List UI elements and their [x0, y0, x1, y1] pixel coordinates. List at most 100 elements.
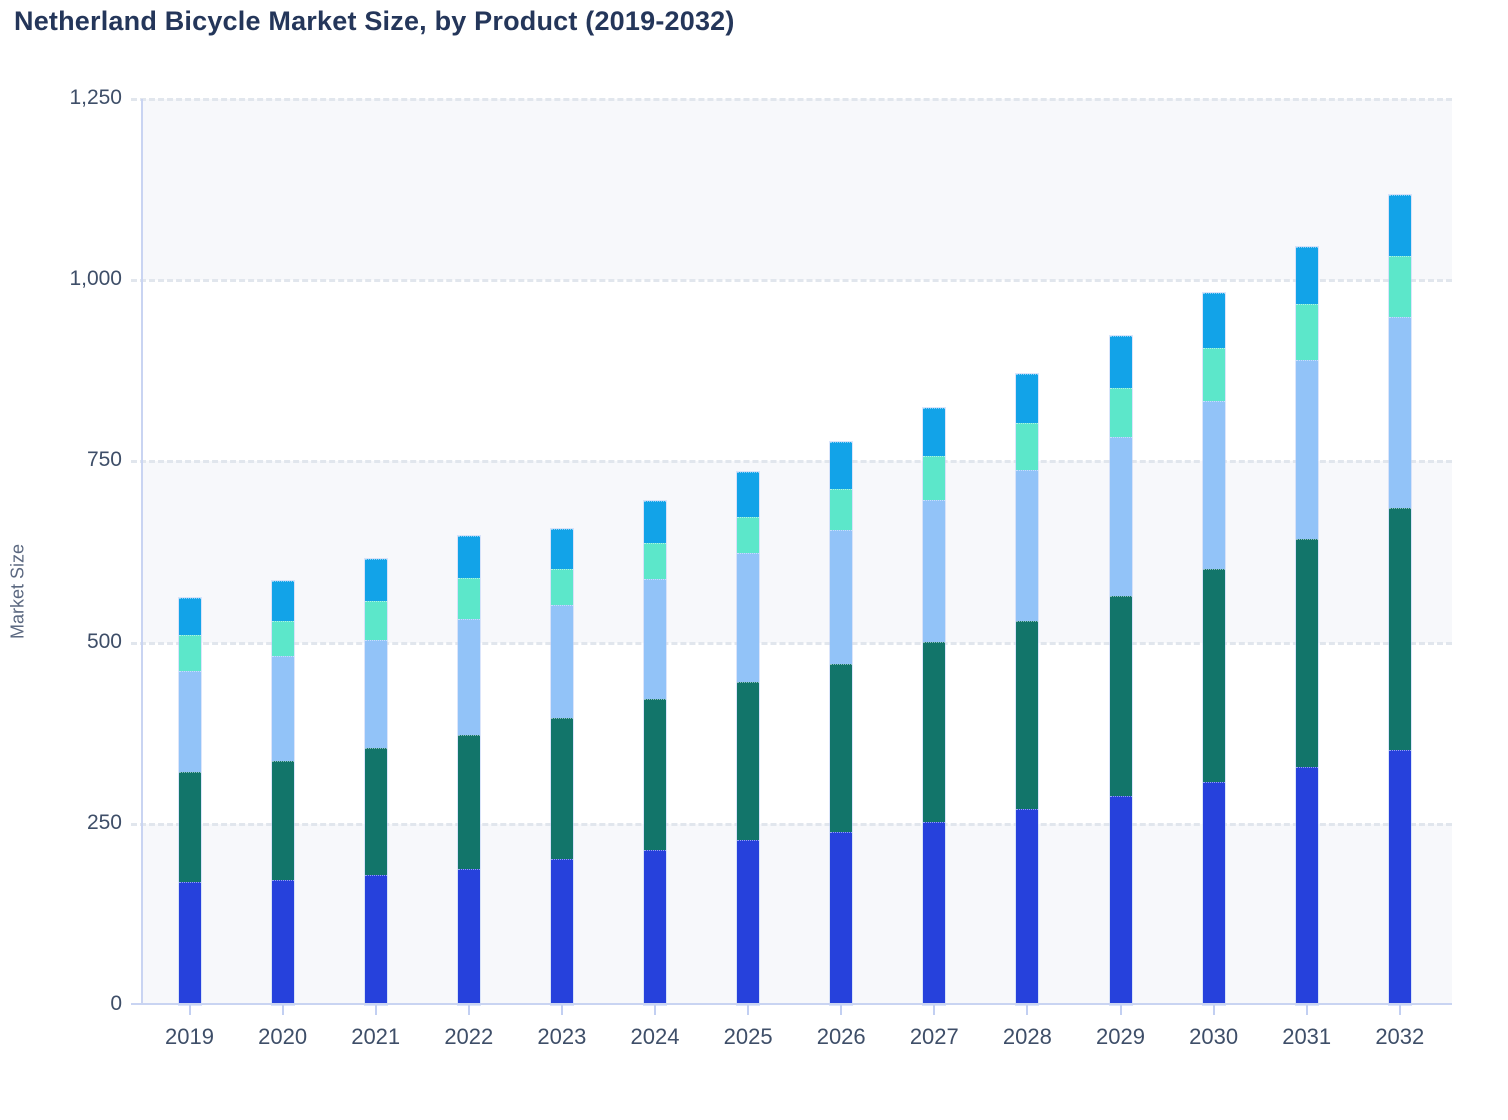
bar-segment-segment-1-royal-blue[interactable]	[178, 881, 201, 1005]
bar-segment-segment-3-light-blue[interactable]	[271, 655, 294, 762]
bar-segment-segment-1-royal-blue[interactable]	[1295, 767, 1318, 1005]
x-tick-label-2025: 2025	[723, 1024, 773, 1049]
bar-segment-segment-3-light-blue[interactable]	[1295, 359, 1318, 539]
bar-segment-segment-2-teal[interactable]	[457, 735, 480, 870]
bar-2029[interactable]	[1108, 335, 1133, 1006]
bar-segment-segment-2-teal[interactable]	[1016, 620, 1039, 809]
bar-2021[interactable]	[363, 558, 388, 1006]
bar-segment-segment-3-light-blue[interactable]	[550, 604, 573, 718]
bar-2032[interactable]	[1387, 194, 1412, 1006]
bar-segment-segment-4-mint[interactable]	[457, 578, 480, 619]
bar-segment-segment-2-teal[interactable]	[271, 761, 294, 880]
bar-segment-segment-1-royal-blue[interactable]	[550, 859, 573, 1005]
plot-band	[143, 461, 1452, 643]
x-tick-mark-2023	[560, 1005, 563, 1015]
bar-segment-segment-4-mint[interactable]	[644, 542, 666, 579]
bar-segment-segment-3-light-blue[interactable]	[830, 529, 853, 665]
bar-segment-segment-3-light-blue[interactable]	[923, 499, 946, 642]
bar-segment-segment-2-teal[interactable]	[1109, 595, 1132, 796]
bar-2028[interactable]	[1015, 373, 1040, 1006]
x-tick-label-2030: 2030	[1189, 1024, 1239, 1049]
x-tick-label-2031: 2031	[1282, 1024, 1332, 1049]
x-tick-label-2021: 2021	[351, 1024, 401, 1049]
bar-segment-segment-3-light-blue[interactable]	[1388, 317, 1411, 508]
bar-2024[interactable]	[643, 499, 667, 1007]
bar-segment-segment-4-mint[interactable]	[178, 635, 201, 671]
bar-segment-segment-2-teal[interactable]	[644, 699, 666, 850]
bar-segment-segment-4-mint[interactable]	[1016, 423, 1039, 471]
bar-segment-segment-5-sky-blue[interactable]	[923, 407, 946, 456]
bar-2027[interactable]	[922, 406, 947, 1007]
bar-2019[interactable]	[177, 596, 202, 1007]
bar-segment-segment-1-royal-blue[interactable]	[364, 875, 387, 1005]
bar-segment-segment-4-mint[interactable]	[923, 455, 946, 500]
bar-2026[interactable]	[829, 440, 854, 1007]
bar-segment-segment-2-teal[interactable]	[1202, 568, 1225, 782]
bar-2031[interactable]	[1294, 245, 1319, 1007]
bar-segment-segment-1-royal-blue[interactable]	[1202, 781, 1225, 1005]
x-tick-mark-2021	[374, 1005, 377, 1015]
bar-segment-segment-3-light-blue[interactable]	[737, 553, 760, 682]
bar-segment-segment-5-sky-blue[interactable]	[1016, 374, 1039, 424]
bar-segment-segment-3-light-blue[interactable]	[1016, 470, 1039, 621]
bar-segment-segment-5-sky-blue[interactable]	[1202, 293, 1225, 349]
bar-segment-segment-1-royal-blue[interactable]	[271, 879, 294, 1005]
plot-band	[143, 823, 1452, 1005]
bar-segment-segment-1-royal-blue[interactable]	[1109, 795, 1132, 1005]
gridline-1250	[131, 98, 1452, 101]
bar-2030[interactable]	[1201, 292, 1226, 1006]
bar-segment-segment-2-teal[interactable]	[1388, 507, 1411, 750]
bar-segment-segment-2-teal[interactable]	[550, 718, 573, 860]
bar-segment-segment-3-light-blue[interactable]	[644, 578, 666, 700]
bar-segment-segment-5-sky-blue[interactable]	[457, 536, 480, 579]
bar-2025[interactable]	[736, 470, 761, 1007]
bar-segment-segment-3-light-blue[interactable]	[364, 639, 387, 749]
bar-segment-segment-4-mint[interactable]	[1388, 256, 1411, 318]
bar-segment-segment-3-light-blue[interactable]	[457, 618, 480, 736]
x-tick-mark-2022	[467, 1005, 470, 1015]
bar-segment-segment-1-royal-blue[interactable]	[923, 821, 946, 1005]
bar-segment-segment-1-royal-blue[interactable]	[830, 831, 853, 1005]
bar-segment-segment-3-light-blue[interactable]	[1109, 436, 1132, 596]
bar-segment-segment-1-royal-blue[interactable]	[457, 869, 480, 1005]
bar-segment-segment-5-sky-blue[interactable]	[550, 528, 573, 570]
bar-segment-segment-2-teal[interactable]	[737, 681, 760, 840]
gridline-250	[131, 822, 1452, 826]
bar-segment-segment-5-sky-blue[interactable]	[644, 500, 666, 543]
bar-segment-segment-2-teal[interactable]	[1295, 538, 1318, 768]
bar-segment-segment-5-sky-blue[interactable]	[1295, 246, 1318, 305]
bar-2023[interactable]	[549, 527, 574, 1007]
bar-segment-segment-4-mint[interactable]	[1109, 388, 1132, 437]
x-tick-label-2026: 2026	[816, 1024, 866, 1049]
bar-segment-segment-1-royal-blue[interactable]	[644, 849, 666, 1005]
bar-segment-segment-3-light-blue[interactable]	[178, 670, 201, 773]
plot-area	[131, 98, 1452, 1007]
bar-segment-segment-5-sky-blue[interactable]	[737, 471, 760, 517]
x-tick-mark-2030	[1212, 1005, 1215, 1015]
bar-segment-segment-1-royal-blue[interactable]	[1388, 749, 1411, 1005]
bar-segment-segment-4-mint[interactable]	[271, 620, 294, 656]
bar-segment-segment-4-mint[interactable]	[550, 569, 573, 605]
bar-segment-segment-2-teal[interactable]	[923, 641, 946, 822]
bar-segment-segment-4-mint[interactable]	[737, 516, 760, 554]
bar-segment-segment-5-sky-blue[interactable]	[178, 597, 201, 636]
bar-segment-segment-5-sky-blue[interactable]	[271, 581, 294, 621]
bar-segment-segment-2-teal[interactable]	[178, 772, 201, 882]
bar-2020[interactable]	[270, 580, 295, 1006]
bar-segment-segment-4-mint[interactable]	[1295, 304, 1318, 360]
bar-segment-segment-2-teal[interactable]	[364, 748, 387, 876]
bar-2022[interactable]	[456, 535, 481, 1006]
gridline-1000	[131, 279, 1452, 283]
bar-segment-segment-3-light-blue[interactable]	[1202, 400, 1225, 569]
bar-segment-segment-5-sky-blue[interactable]	[1388, 195, 1411, 257]
y-tick-label-0: 0	[110, 992, 122, 1015]
bar-segment-segment-1-royal-blue[interactable]	[1016, 808, 1039, 1005]
bar-segment-segment-4-mint[interactable]	[830, 488, 853, 530]
bar-segment-segment-5-sky-blue[interactable]	[364, 559, 387, 601]
bar-segment-segment-4-mint[interactable]	[364, 600, 387, 640]
bar-segment-segment-1-royal-blue[interactable]	[737, 839, 760, 1005]
bar-segment-segment-2-teal[interactable]	[830, 664, 853, 832]
bar-segment-segment-4-mint[interactable]	[1202, 348, 1225, 401]
bar-segment-segment-5-sky-blue[interactable]	[1109, 336, 1132, 389]
bar-segment-segment-5-sky-blue[interactable]	[830, 441, 853, 489]
